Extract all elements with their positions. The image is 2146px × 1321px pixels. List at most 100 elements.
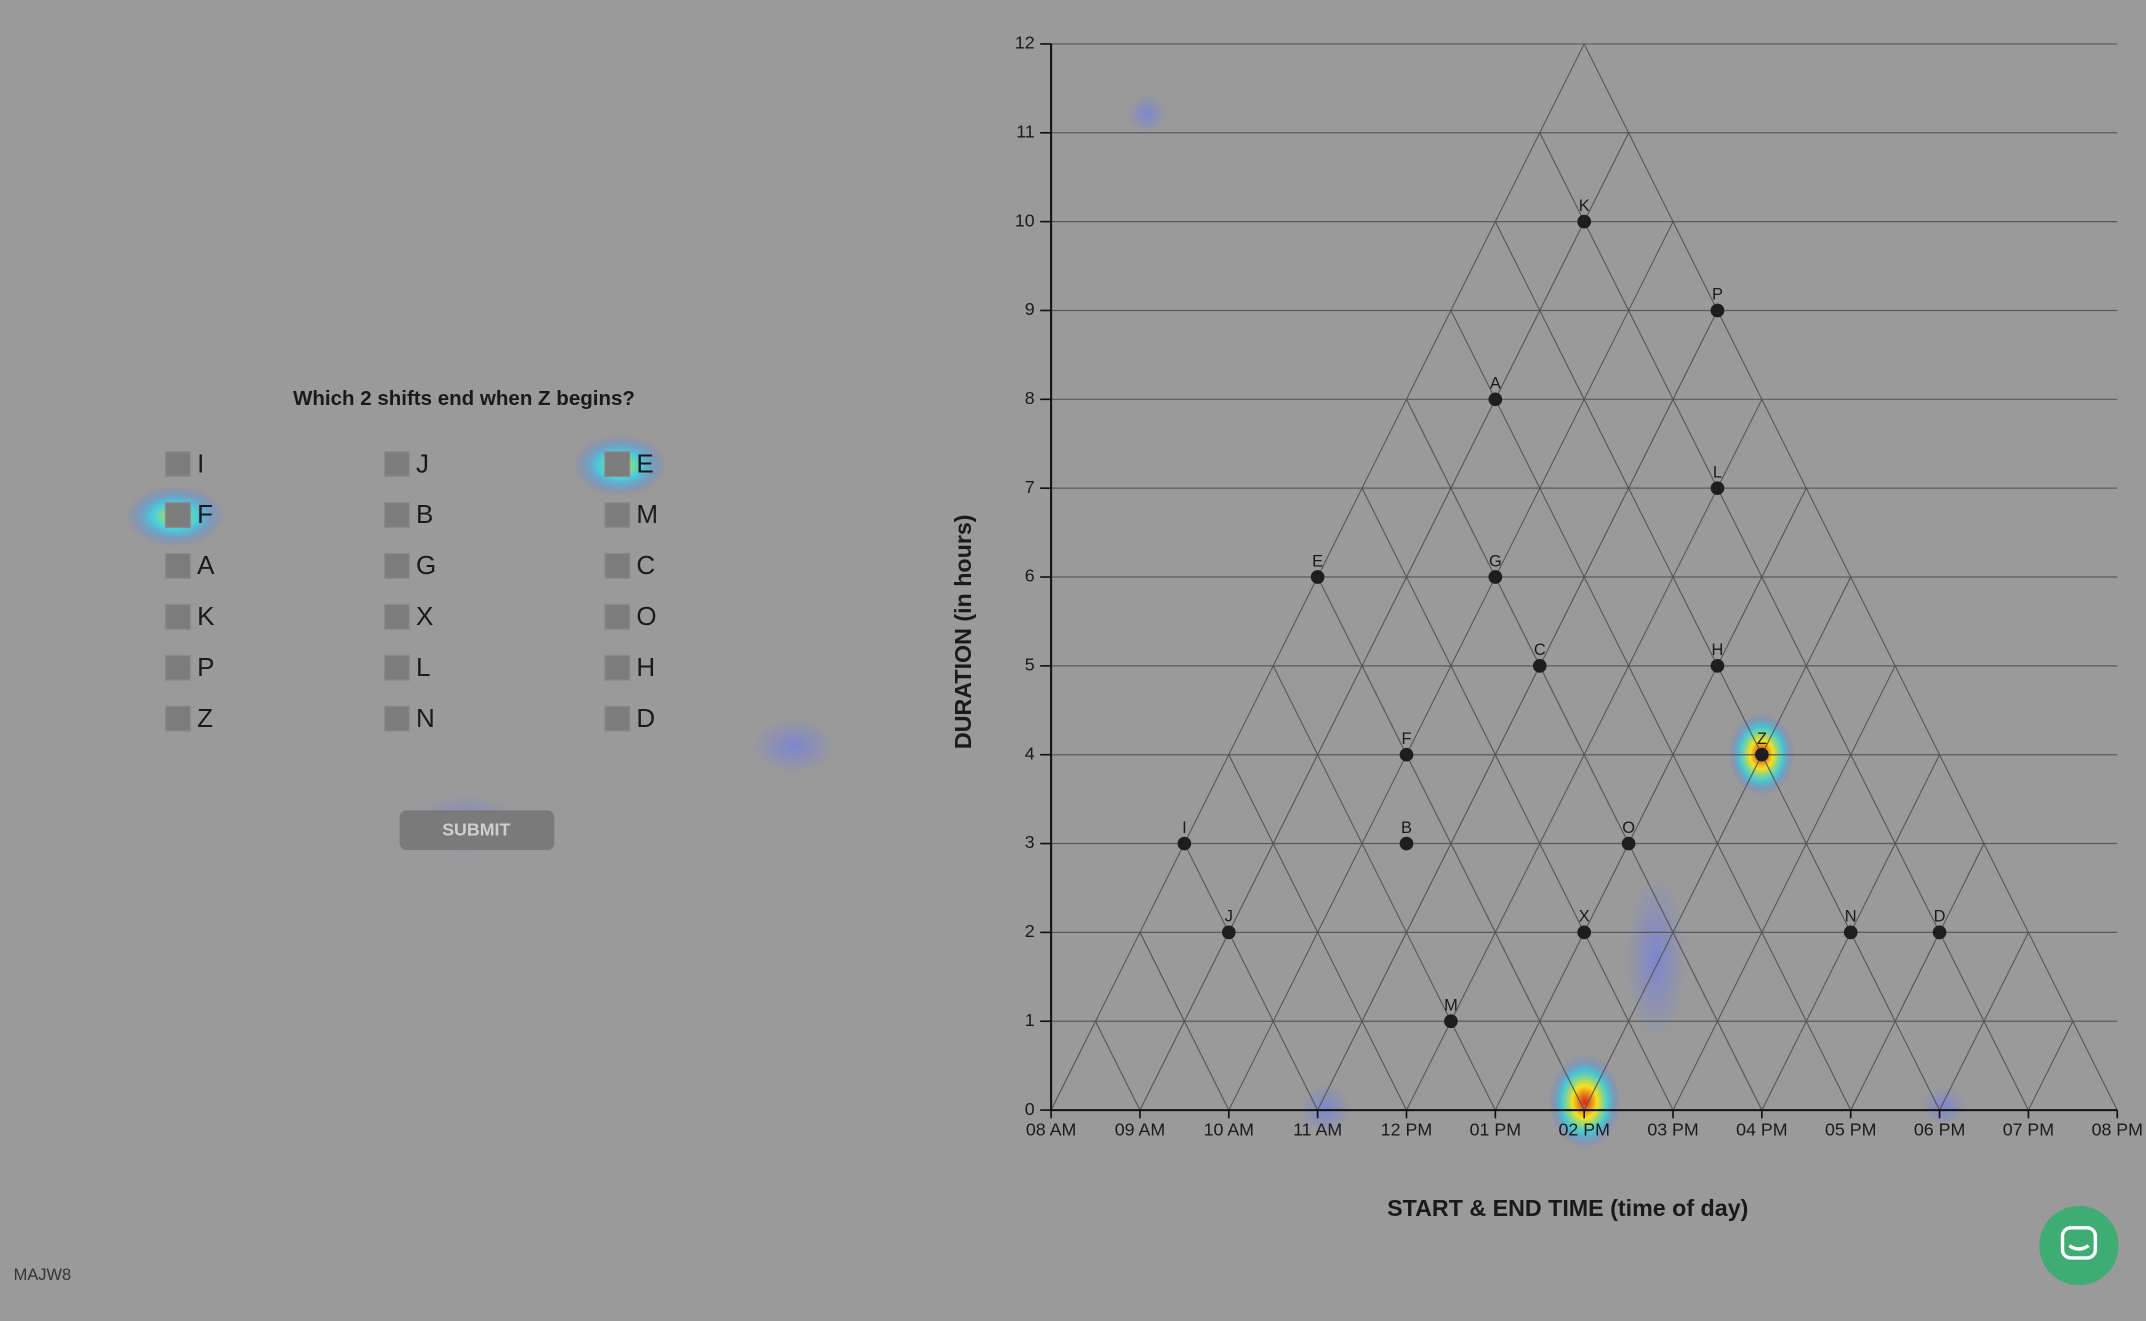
option-label[interactable]: J — [416, 448, 429, 478]
chat-icon-smile — [2068, 1244, 2090, 1251]
option-label[interactable]: G — [416, 550, 436, 580]
end-line — [1361, 487, 1674, 1111]
option-label[interactable]: H — [636, 652, 655, 682]
option-label[interactable]: Z — [197, 703, 213, 733]
y-tick-label: 11 — [1016, 121, 1035, 141]
question: Which 2 shifts end when Z begins? — [293, 387, 635, 410]
point-label: X — [1579, 908, 1590, 926]
point-label: M — [1444, 997, 1458, 1015]
x-tick-label: 10 AM — [1204, 1119, 1254, 1139]
x-tick-label: 12 PM — [1381, 1119, 1432, 1139]
point-label: F — [1401, 730, 1411, 748]
option-label[interactable]: X — [416, 601, 433, 631]
checkbox[interactable] — [604, 502, 631, 529]
start-line — [1672, 665, 1896, 1111]
point-label: E — [1312, 552, 1323, 570]
x-tick-label: 11 AM — [1293, 1119, 1342, 1139]
y-tick-label: 3 — [1025, 832, 1035, 852]
y-tick-label: 0 — [1025, 1099, 1035, 1119]
checkbox[interactable] — [383, 603, 410, 630]
x-tick-label: 05 PM — [1825, 1119, 1876, 1139]
y-tick-label: 2 — [1025, 921, 1035, 941]
checkbox[interactable] — [164, 502, 191, 529]
point-label: A — [1490, 375, 1501, 393]
y-tick-label: 8 — [1025, 388, 1035, 408]
point — [1488, 570, 1503, 584]
start-line — [1139, 132, 1630, 1111]
chat-button[interactable] — [2039, 1205, 2119, 1286]
point — [1710, 481, 1725, 496]
point — [1577, 214, 1592, 229]
checkbox[interactable] — [604, 603, 631, 630]
x-tick-label: 02 PM — [1558, 1119, 1609, 1139]
point — [1532, 659, 1547, 673]
x-tick-label: 03 PM — [1647, 1119, 1698, 1139]
y-tick-label: 10 — [1015, 210, 1035, 230]
x-tick-label: 08 PM — [2092, 1119, 2143, 1139]
option-label[interactable]: C — [636, 550, 655, 580]
end-line — [1272, 665, 1496, 1111]
point — [1444, 1014, 1458, 1029]
end-line — [1450, 310, 1852, 1111]
checkbox[interactable] — [383, 451, 410, 478]
y-tick-label: 7 — [1025, 477, 1035, 497]
checkbox[interactable] — [164, 603, 191, 630]
x-tick-label: 08 AM — [1026, 1119, 1076, 1139]
checkbox[interactable] — [383, 552, 410, 579]
option-label[interactable]: A — [197, 550, 215, 580]
option-label[interactable]: B — [416, 499, 433, 529]
end-line — [1317, 576, 1585, 1111]
checkbox[interactable] — [164, 705, 191, 732]
end-line — [1183, 843, 1319, 1111]
option-label[interactable]: L — [416, 652, 430, 682]
point — [1932, 925, 1947, 940]
y-tick-label: 4 — [1025, 743, 1035, 763]
start-line — [1494, 487, 1807, 1111]
point-label: P — [1712, 286, 1723, 304]
start-line — [1317, 310, 1718, 1111]
option-label[interactable]: N — [416, 703, 435, 733]
option-label[interactable]: K — [197, 601, 215, 631]
end-line — [1405, 399, 1763, 1111]
checkbox[interactable] — [383, 502, 410, 529]
checkbox[interactable] — [604, 705, 631, 732]
x-tick-label: 07 PM — [2003, 1119, 2054, 1139]
option-label[interactable]: P — [197, 652, 214, 682]
point — [1710, 659, 1725, 673]
start-line — [1850, 843, 1985, 1111]
option-label[interactable]: I — [197, 448, 204, 478]
point-label: I — [1182, 819, 1187, 837]
option-label[interactable]: O — [636, 601, 656, 631]
point — [1621, 836, 1636, 851]
point — [1177, 836, 1192, 851]
option-label[interactable]: E — [636, 448, 653, 478]
submit-button[interactable] — [399, 810, 555, 851]
checkbox[interactable] — [164, 552, 191, 579]
checkbox[interactable] — [604, 552, 631, 579]
checkbox[interactable] — [383, 705, 410, 732]
checkbox[interactable] — [164, 451, 191, 478]
point — [1710, 303, 1725, 318]
chat-launcher[interactable] — [2039, 1205, 2119, 1286]
checkbox[interactable] — [164, 654, 191, 681]
option-label[interactable]: F — [197, 499, 213, 529]
y-tick-label: 5 — [1025, 655, 1035, 675]
end-line — [1228, 754, 1407, 1111]
point-label: K — [1579, 197, 1590, 215]
point — [1488, 392, 1503, 407]
y-axis-label: DURATION (in hours) — [950, 514, 976, 749]
x-tick-label: 01 PM — [1470, 1119, 1521, 1139]
option-label[interactable]: M — [636, 499, 658, 529]
point — [1843, 925, 1858, 940]
end-line — [1139, 932, 1230, 1111]
submit-label[interactable]: SUBMIT — [442, 820, 510, 840]
point — [1399, 836, 1414, 851]
point-label: Z — [1757, 730, 1767, 748]
checkbox[interactable] — [383, 654, 410, 681]
y-tick-label: 6 — [1025, 566, 1035, 586]
checkbox[interactable] — [604, 654, 631, 681]
checkbox[interactable] — [604, 451, 631, 478]
option-label[interactable]: D — [636, 703, 655, 733]
